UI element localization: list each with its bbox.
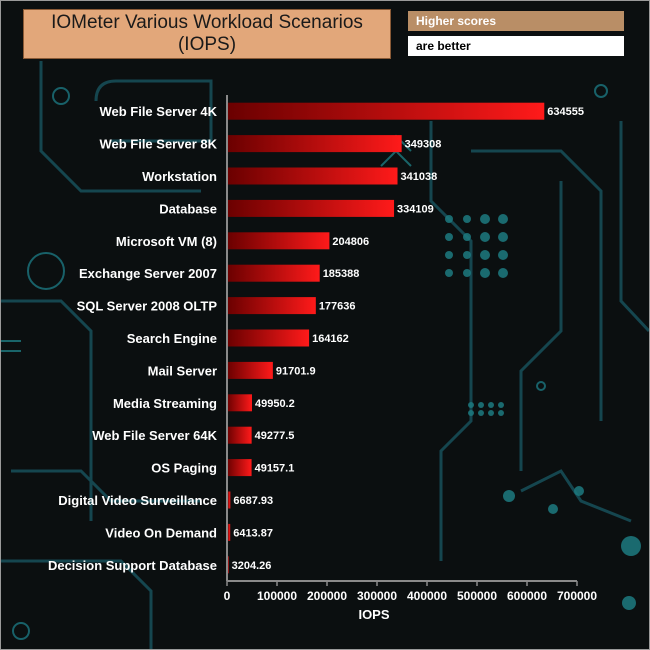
value-label: 3204.26 (232, 560, 272, 572)
category-label: Media Streaming (113, 396, 217, 411)
value-label: 185388 (323, 268, 360, 280)
value-label: 341038 (401, 171, 438, 183)
x-tick-label: 500000 (457, 589, 497, 603)
bar (227, 491, 231, 509)
chart-title-line2: (IOPS) (177, 34, 237, 55)
category-label: Video On Demand (105, 525, 217, 540)
category-label: Search Engine (127, 331, 217, 346)
axis-layer: 0 100000 200000 300000 400000 500000 600000 700… (224, 95, 597, 622)
value-label: 164162 (312, 333, 349, 345)
bar (227, 459, 252, 477)
category-label: Decision Support Database (48, 558, 217, 573)
category-label: Workstation (142, 169, 217, 184)
category-label: Web File Server 64K (92, 428, 217, 443)
value-label: 91701.9 (276, 365, 316, 377)
chart-title-line1: IOMeter Various Workload Scenarios (51, 12, 363, 33)
bar (227, 102, 545, 120)
bar (227, 297, 316, 315)
x-tick-label: 0 (224, 589, 231, 603)
category-label: Microsoft VM (8) (116, 234, 217, 249)
bar (227, 329, 310, 347)
x-tick-label: 100000 (257, 589, 297, 603)
legend-higher-scores: Higher scores (408, 11, 624, 31)
x-tick-label: 600000 (507, 589, 547, 603)
category-label: Exchange Server 2007 (79, 266, 217, 281)
value-label: 349308 (405, 139, 442, 151)
category-label: Web File Server 4K (99, 104, 217, 119)
category-label: Web File Server 8K (99, 137, 217, 152)
category-label: Digital Video Surveillance (58, 493, 217, 508)
x-axis-title: IOPS (358, 607, 389, 622)
bars-layer: Web File Server 4K 634555 Web File Server … (48, 102, 584, 574)
bar (227, 264, 320, 282)
value-label: 6413.87 (233, 527, 273, 539)
bar (227, 135, 402, 153)
chart-title-box: IOMeter Various Workload Scenarios (IOPS… (23, 9, 391, 59)
bar (227, 167, 398, 185)
x-tick-label: 700000 (557, 589, 597, 603)
value-label: 49157.1 (255, 463, 295, 475)
value-label: 49950.2 (255, 398, 295, 410)
value-label: 49277.5 (255, 430, 295, 442)
bar (227, 232, 330, 250)
x-tick-label: 200000 (307, 589, 347, 603)
category-label: OS Paging (151, 461, 217, 476)
value-label: 204806 (332, 236, 369, 248)
value-label: 634555 (547, 106, 584, 118)
value-label: 6687.93 (233, 495, 273, 507)
bar (227, 426, 252, 444)
category-label: Database (159, 201, 217, 216)
bar (227, 523, 231, 541)
x-tick-label: 400000 (407, 589, 447, 603)
value-label: 177636 (319, 301, 356, 313)
category-label: Mail Server (148, 363, 217, 378)
category-label: SQL Server 2008 OLTP (77, 299, 218, 314)
bar (227, 199, 395, 217)
bar (227, 361, 273, 379)
bar (227, 394, 252, 412)
legend-are-better: are better (408, 36, 624, 56)
value-label: 334109 (397, 203, 434, 215)
x-tick-label: 300000 (357, 589, 397, 603)
